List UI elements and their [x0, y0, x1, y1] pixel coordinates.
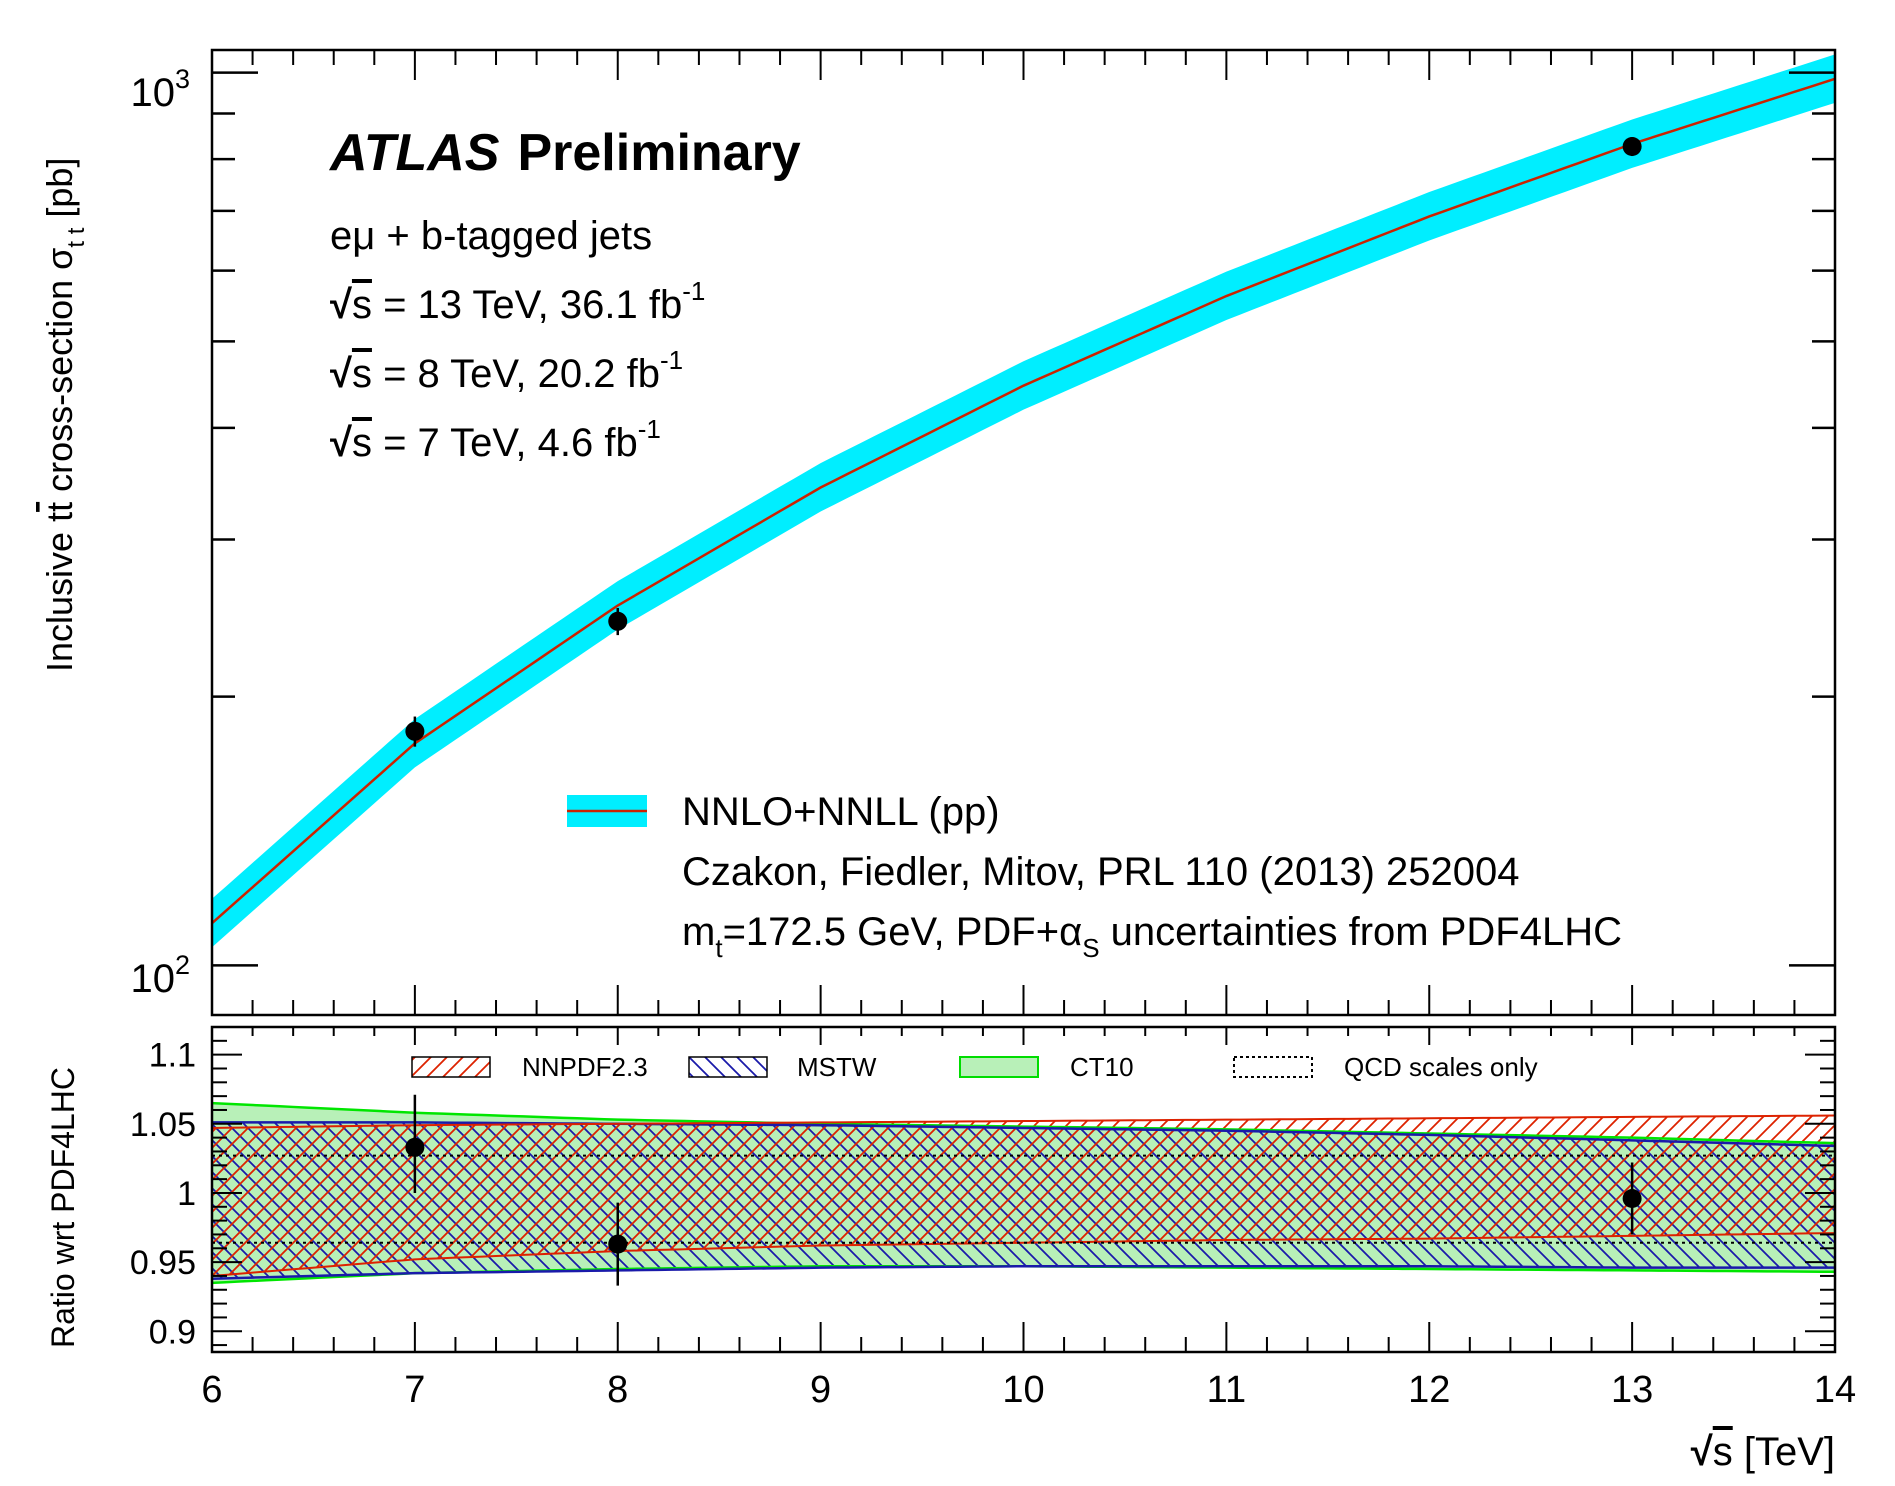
xtick-label-14: 14 [1814, 1369, 1856, 1411]
cross-section-panel: 103 102 Inclusive tt cross-section σt t … [39, 48, 1837, 1017]
bottom-ticks [211, 1027, 1836, 1352]
ratio-ytick-label-1.1: 1.1 [149, 1037, 196, 1075]
ratio-point-8 [608, 1234, 628, 1254]
legend-theory-note: mt=172.5 GeV, PDF+αS uncertainties from … [682, 910, 1622, 963]
legend-swatch-mstw [688, 1056, 768, 1078]
annotation-run13: √s = 13 TeV, 36.1 fb-1 [330, 276, 705, 327]
legend-qcd-scales: QCD scales only [1344, 1052, 1538, 1082]
legend-swatch-qcd [1233, 1056, 1313, 1078]
legend-swatch-nnpdf [411, 1056, 491, 1078]
top-point-13 [1622, 137, 1642, 157]
legend-swatch-ct10 [959, 1056, 1039, 1078]
top-point-7 [405, 721, 425, 741]
legend-theory-name: NNLO+NNLL (pp) [682, 790, 1000, 834]
atlas-label: ATLAS Preliminary [328, 124, 801, 182]
xtick-label-10: 10 [1002, 1369, 1044, 1411]
top-point-8 [608, 611, 628, 631]
xtick-label-8: 8 [607, 1369, 628, 1411]
top-ticks [211, 50, 1836, 1015]
theory-legend: NNLO+NNLL (pp) Czakon, Fiedler, Mitov, P… [567, 790, 1622, 963]
ratio-ytick-label-1.05: 1.05 [130, 1106, 196, 1144]
ratio-legend: NNPDF2.3 MSTW CT10 QCD scales only [411, 1052, 1538, 1082]
annotation-channel: eμ + b-tagged jets [330, 214, 652, 258]
xtick-label-12: 12 [1408, 1369, 1450, 1411]
ratio-bands-layer [212, 1101, 1835, 1285]
ratio-y-axis-title: Ratio wrt PDF4LHC [45, 1067, 81, 1348]
top-y-axis-title: Inclusive tt cross-section σt t [pb] [39, 158, 90, 672]
ytick-label-100: 102 [130, 950, 190, 1001]
ratio-point-7 [405, 1137, 425, 1157]
ratio-point-13 [1622, 1188, 1642, 1208]
theory-central-line [212, 77, 1835, 925]
xtick-label-7: 7 [404, 1369, 425, 1411]
ratio-data-points [405, 1094, 1642, 1286]
xtick-label-11: 11 [1207, 1369, 1246, 1411]
xtick-label-6: 6 [201, 1369, 222, 1411]
theory-band-layer [212, 54, 1835, 948]
xtick-label-13: 13 [1611, 1369, 1653, 1411]
ratio-ytick-label-0.9: 0.9 [149, 1313, 196, 1351]
ratio-ytick-label-0.95: 0.95 [130, 1244, 196, 1282]
annotation-run8: √s = 8 TeV, 20.2 fb-1 [330, 345, 683, 396]
x-axis-title: √s [TeV] [1691, 1430, 1835, 1474]
legend-ct10: CT10 [1070, 1052, 1134, 1082]
ratio-panel: 0.9 0.95 1 1.05 1.1 6 7 8 9 10 11 12 13 14 Ratio wrt… [45, 1025, 1856, 1474]
mstw-band-edges [212, 1121, 1835, 1280]
annotation-run7: √s = 7 TeV, 4.6 fb-1 [330, 414, 661, 465]
theory-uncertainty-band [212, 54, 1835, 948]
xtick-labels: 6 7 8 9 10 11 12 13 14 [201, 1369, 1856, 1411]
legend-theory-reference: Czakon, Fiedler, Mitov, PRL 110 (2013) 2… [682, 850, 1520, 894]
top-data-points [405, 137, 1642, 747]
xtick-label-9: 9 [810, 1369, 831, 1411]
ratio-ytick-label-1: 1 [177, 1175, 196, 1213]
legend-mstw: MSTW [797, 1052, 877, 1082]
nnpdf-band-edges [212, 1114, 1835, 1277]
ytick-label-1000: 103 [130, 64, 190, 115]
ratio-ytick-labels: 0.9 0.95 1 1.05 1.1 [130, 1037, 196, 1352]
legend-nnpdf: NNPDF2.3 [522, 1052, 648, 1082]
